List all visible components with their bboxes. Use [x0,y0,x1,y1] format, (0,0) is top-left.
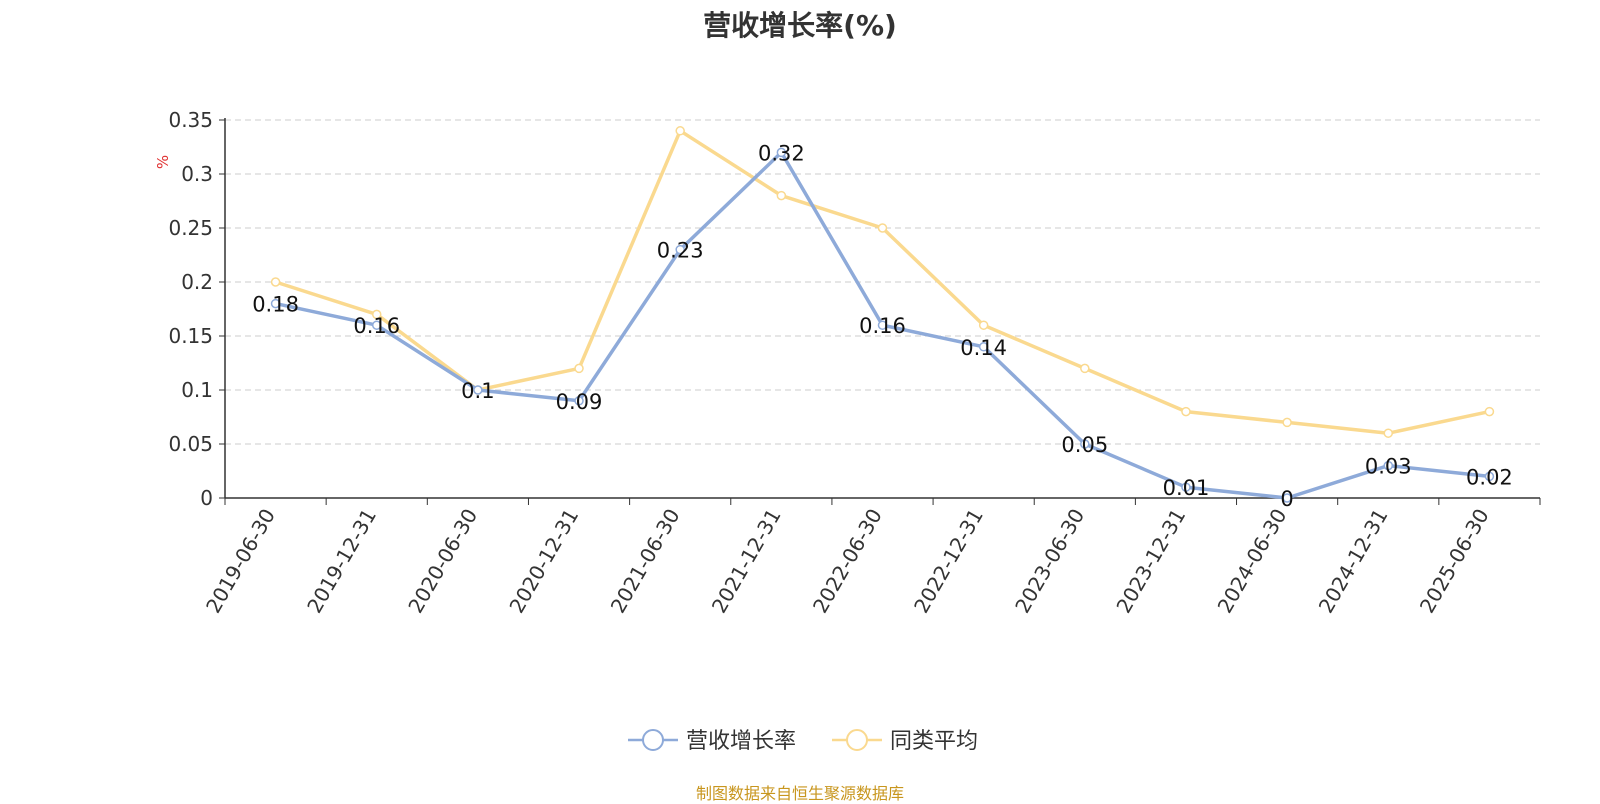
data-label: 0.09 [556,390,603,414]
data-point-peer-average [1484,406,1495,417]
data-point-peer-average [776,190,787,201]
data-point-revenue-growth [270,298,281,309]
x-tick-label: 2024-06-30 [1213,505,1292,618]
data-point-peer-average [1383,428,1394,438]
data-point-revenue-growth [776,147,787,158]
data-point-revenue-growth [473,385,483,395]
data-point-revenue-growth [1080,439,1090,449]
x-tick-label: 2022-12-31 [909,504,988,617]
data-point-revenue-growth [1484,471,1495,482]
data-point-revenue-growth [1181,482,1191,492]
data-label: 0.05 [1061,433,1108,457]
y-tick-label: 0.05 [168,432,213,456]
data-point-revenue-growth [1282,493,1292,503]
x-tick-label: 2021-06-30 [606,505,685,618]
y-tick-label: 0.1 [181,378,213,402]
data-label: 0.18 [252,293,299,317]
data-label: 0.16 [353,314,400,338]
x-tick-label: 2019-12-31 [302,505,381,618]
data-point-revenue-growth [675,244,685,255]
y-tick-label: 0.3 [181,162,213,186]
data-point-revenue-growth [978,342,989,352]
data-point-revenue-growth [371,320,382,330]
data-label: 0.01 [1163,476,1210,500]
y-tick-label: 0.15 [168,324,213,348]
y-tick-label: 0 [200,486,213,510]
data-point-peer-average [877,223,888,233]
y-tick-label: 0.35 [168,108,213,132]
legend-marker-icon [846,729,868,751]
x-tick-label: 2020-12-31 [504,505,583,618]
x-tick-label: 2021-12-31 [707,505,786,618]
data-label: 0 [1280,487,1293,511]
data-point-peer-average [270,277,281,287]
data-point-peer-average [371,309,382,320]
line-chart: 0 0.05 0.1 0.15 0.2 0.25 0.3 0.35% 2019-06-30 201… [154,108,1541,754]
source-note: 制图数据来自恒生聚源数据库 [695,784,904,803]
data-label: 0.16 [859,314,906,338]
x-tick-label: 2023-06-30 [1010,505,1089,618]
data-point-peer-average [574,363,584,374]
data-label: 0.14 [960,336,1007,360]
data-point-revenue-growth [574,396,584,406]
legend-item-revenue-growth: 营收增长率 [686,729,796,754]
data-label: 0.02 [1466,465,1513,489]
x-tick-label: 2019-06-30 [201,505,280,618]
x-tick-label: 2020-06-30 [403,505,482,618]
data-point-revenue-growth [1383,460,1394,471]
legend-marker-icon [642,729,664,751]
data-label: 0.32 [758,141,805,165]
y-tick-label: 0.25 [168,216,213,240]
x-tick-label: 2025-06-30 [1415,505,1494,618]
legend-item-peer-average: 同类平均 [890,729,978,754]
data-point-peer-average [978,320,989,330]
data-label: 0.1 [461,379,494,403]
data-point-peer-average [1282,417,1292,428]
data-label: 0.23 [657,239,704,263]
data-point-peer-average [1080,363,1090,374]
chart-title: 营收增长率(%) [703,9,897,42]
data-point-peer-average [1181,406,1191,417]
x-tick-label: 2024-12-31 [1314,505,1393,618]
y-tick-label: 0.2 [181,270,213,294]
data-point-peer-average [675,126,685,136]
data-point-revenue-growth [877,320,888,330]
y-axis-label: % [154,155,172,169]
x-tick-label: 2022-06-30 [808,505,887,618]
data-label: 0.03 [1365,455,1412,479]
x-tick-label: 2023-12-31 [1111,505,1190,618]
